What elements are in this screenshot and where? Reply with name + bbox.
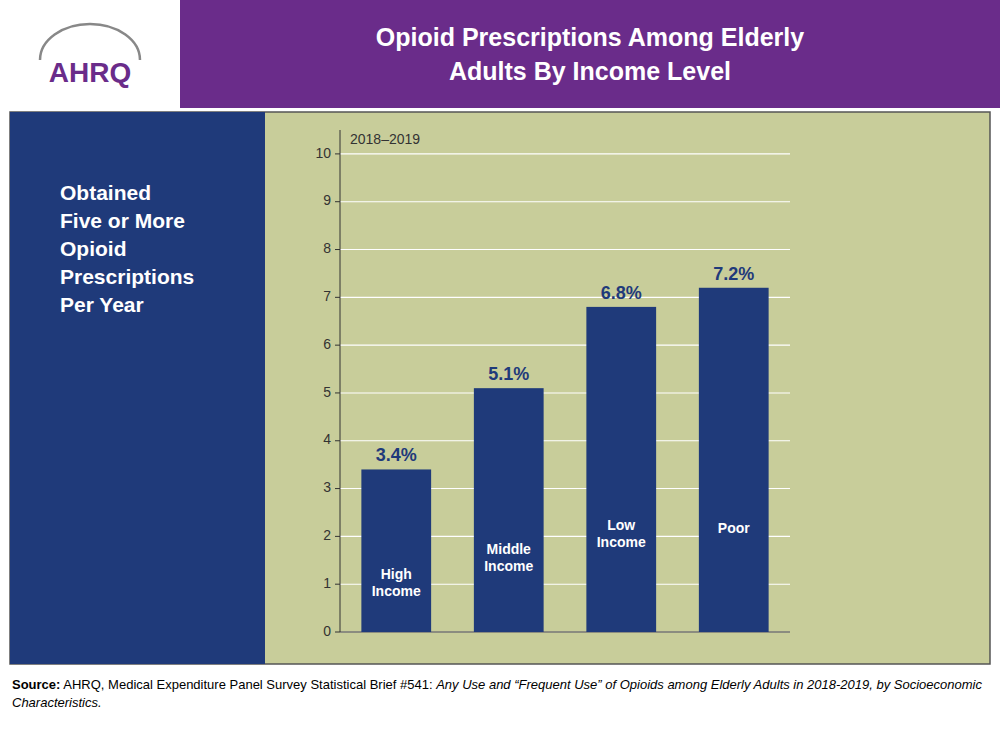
logo-text: AHRQ <box>49 57 131 88</box>
title-bar <box>180 0 1000 108</box>
bar <box>361 469 431 632</box>
data-label: 7.2% <box>713 264 754 284</box>
title-bar-bg <box>0 0 1000 108</box>
y-tick <box>335 440 340 441</box>
y-tick-label: 8 <box>323 240 331 256</box>
y-tick <box>335 297 340 298</box>
bar <box>474 388 544 632</box>
y-tick-label: 7 <box>323 288 331 304</box>
y-tick-label: 0 <box>323 623 331 639</box>
data-label: 5.1% <box>488 364 529 384</box>
y-tick-label: 6 <box>323 336 331 352</box>
bar <box>699 288 769 632</box>
y-axis-line <box>340 130 341 632</box>
data-label: 6.8% <box>601 283 642 303</box>
y-tick <box>335 153 340 154</box>
y-tick <box>335 632 340 633</box>
main-box <box>10 112 990 664</box>
category-label: HighIncome <box>372 565 421 598</box>
y-tick <box>335 249 340 250</box>
data-label: 3.4% <box>376 445 417 465</box>
y-tick <box>335 584 340 585</box>
y-tick-label: 3 <box>323 479 331 495</box>
source-text: AHRQ, Medical Expenditure Panel Survey S… <box>63 677 432 692</box>
y-tick-label: 1 <box>323 575 331 591</box>
bar <box>586 307 656 632</box>
category-label: MiddleIncome <box>484 541 533 574</box>
grid-line <box>340 153 790 154</box>
y-tick-label: 5 <box>323 384 331 400</box>
source-note: Source: AHRQ, Medical Expenditure Panel … <box>12 676 982 712</box>
y-tick-label: 9 <box>323 192 331 208</box>
y-tick <box>335 345 340 346</box>
panel-text: ObtainedFive or MoreOpioidPrescriptionsP… <box>60 181 194 316</box>
y-tick-label: 4 <box>323 431 331 447</box>
y-tick <box>335 488 340 489</box>
category-label: Poor <box>718 519 750 535</box>
source-label: Source: <box>12 677 60 692</box>
left-panel <box>10 112 265 664</box>
grid-line <box>340 249 790 250</box>
y-tick <box>335 201 340 202</box>
y-tick <box>335 536 340 537</box>
logo-arch <box>40 24 140 60</box>
grid: 0 1 2 3 4 5 6 7 8 9 10 <box>315 145 790 639</box>
chart-title: Opioid Prescriptions Among ElderlyAdults… <box>376 23 804 85</box>
y-tick-label: 2 <box>323 527 331 543</box>
category-label: LowIncome <box>597 517 646 550</box>
grid-line <box>340 201 790 202</box>
year-label: 2018–2019 <box>350 131 420 147</box>
y-tick <box>335 392 340 393</box>
bar-labels: 3.4% HighIncome 5.1% MiddleIncome 6.8% LowInc… <box>372 264 755 599</box>
y-tick-label: 10 <box>315 145 331 161</box>
bars <box>361 288 768 632</box>
